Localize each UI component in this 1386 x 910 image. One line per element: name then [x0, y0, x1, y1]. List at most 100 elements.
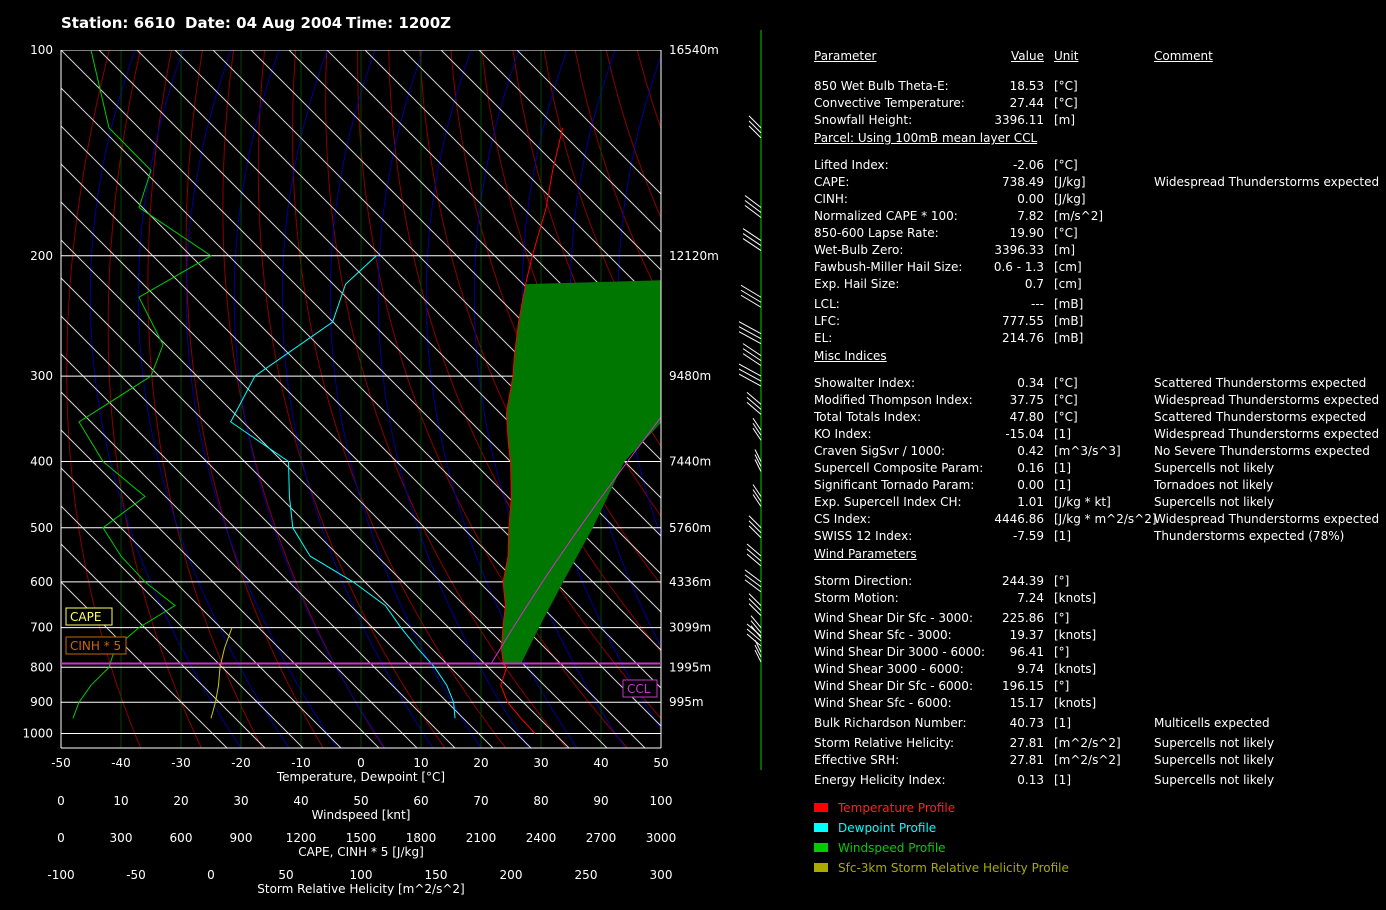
date-label: Date: 04 Aug 2004 — [185, 14, 343, 32]
dry-adiabat — [147, 50, 263, 748]
param-value: 225.86 — [1002, 611, 1044, 625]
param-value: 37.75 — [1009, 393, 1044, 407]
wind-axis-tick: 30 — [233, 794, 248, 808]
param-unit: [knots] — [1054, 591, 1097, 605]
pressure-tick-label: 800 — [30, 660, 53, 674]
cape-axis-tick: 1800 — [406, 831, 437, 845]
param-name: Snowfall Height: — [814, 113, 913, 127]
param-value: 1.01 — [1017, 495, 1044, 509]
cape-axis-tick: 2400 — [526, 831, 557, 845]
isotherm-line — [61, 315, 494, 748]
param-name: CAPE: — [814, 175, 850, 189]
param-unit: [J/kg * m^2/s^2] — [1054, 512, 1157, 526]
wind-barb — [738, 363, 762, 377]
cape-axis-tick: 2700 — [586, 831, 617, 845]
param-unit: [°C] — [1054, 376, 1078, 390]
param-comment: Multicells expected — [1154, 716, 1270, 730]
section-title-text: Parcel: Using 100mB mean layer CCL — [814, 131, 1038, 145]
pressure-tick-label: 200 — [30, 249, 53, 263]
isotherm-line — [478, 50, 661, 233]
isotherm-line — [61, 201, 608, 748]
wind-barb — [746, 392, 762, 405]
wind-barb — [750, 615, 762, 628]
param-value: 0.34 — [1017, 376, 1044, 390]
wind-barb — [738, 331, 762, 345]
param-value: 19.37 — [1009, 628, 1044, 642]
temp-axis-tick: 20 — [473, 756, 488, 770]
param-unit: [°C] — [1054, 96, 1078, 110]
moist-adiabat — [329, 50, 482, 748]
cape-axis-tick: 1200 — [286, 831, 317, 845]
moist-adiabat — [185, 50, 338, 748]
param-value: 214.76 — [1002, 331, 1044, 345]
pressure-tick-label: 600 — [30, 575, 53, 589]
wind-axis-tick: 90 — [593, 794, 608, 808]
srh-axis-tick: 50 — [278, 868, 293, 882]
wind-barb — [742, 228, 762, 241]
param-comment: Supercells not likely — [1154, 753, 1275, 767]
temp-axis-tick: 0 — [357, 756, 365, 770]
param-value: 0.00 — [1017, 192, 1044, 206]
param-unit: [°] — [1054, 645, 1070, 659]
wind-barb — [754, 459, 762, 472]
pressure-tick-label: 1000 — [22, 727, 53, 741]
param-name: Bulk Richardson Number: — [814, 716, 967, 730]
srh-axis-title: Storm Relative Helicity [m^2/s^2] — [257, 882, 464, 896]
param-name: 850-600 Lapse Rate: — [814, 226, 939, 240]
wind-barb — [748, 115, 762, 129]
height-tick-label: 9480m — [669, 369, 711, 383]
dry-adiabat — [185, 50, 324, 748]
wind-barb — [742, 353, 762, 367]
wind-barb — [748, 515, 762, 529]
cape-axis-tick: 2100 — [466, 831, 497, 845]
param-value: 96.41 — [1009, 645, 1044, 659]
param-value: 0.13 — [1017, 773, 1044, 787]
station-label: Station: 6610 — [61, 14, 176, 32]
param-value: 3396.33 — [994, 243, 1044, 257]
param-unit: [mB] — [1054, 331, 1084, 345]
wind-barb — [746, 553, 762, 567]
cape-axis-tick: 900 — [230, 831, 253, 845]
srh-axis-tick: 0 — [207, 868, 215, 882]
param-unit: [1] — [1054, 716, 1071, 730]
cape-axis-tick: 300 — [110, 831, 133, 845]
pressure-tick-label: 500 — [30, 521, 53, 535]
isotherm-line — [61, 467, 342, 748]
param-value: 40.73 — [1009, 716, 1044, 730]
wind-axis-title: Windspeed [knt] — [312, 808, 411, 822]
wind-barb — [740, 284, 762, 298]
param-name: Storm Relative Helicity: — [814, 736, 955, 750]
param-value: 0.42 — [1017, 444, 1044, 458]
isotherm-line — [61, 239, 570, 748]
param-value: 19.90 — [1009, 226, 1044, 240]
param-unit: [°] — [1054, 679, 1070, 693]
wind-axis-tick: 10 — [113, 794, 128, 808]
legend-label: Temperature Profile — [838, 801, 956, 815]
param-name: LCL: — [814, 297, 840, 311]
isotherm-line — [61, 505, 304, 748]
moist-adiabat — [377, 50, 530, 748]
wind-axis-tick: 40 — [293, 794, 308, 808]
param-unit: [mB] — [1054, 314, 1084, 328]
param-name: Wet-Bulb Zero: — [814, 243, 904, 257]
param-name: Effective SRH: — [814, 753, 900, 767]
param-name: Storm Direction: — [814, 574, 913, 588]
dry-adiabat — [107, 50, 202, 748]
param-name: Exp. Supercell Index CH: — [814, 495, 962, 509]
pressure-tick-label: 300 — [30, 369, 53, 383]
pressure-tick-label: 400 — [30, 455, 53, 469]
temperature-profile — [500, 127, 564, 734]
wind-barb — [748, 598, 762, 611]
param-value: 777.55 — [1002, 314, 1044, 328]
wind-barb — [740, 294, 762, 308]
srh-axis-tick: -100 — [47, 868, 74, 882]
param-name: Craven SigSvr / 1000: — [814, 444, 946, 458]
wind-barb — [752, 417, 762, 431]
cape-axis-tick: 3000 — [646, 831, 677, 845]
cape-axis-tick: 0 — [57, 831, 65, 845]
wind-axis-tick: 0 — [57, 794, 65, 808]
param-name: Exp. Hail Size: — [814, 277, 900, 291]
isotherm-line — [61, 391, 418, 748]
param-unit: [°C] — [1054, 158, 1078, 172]
